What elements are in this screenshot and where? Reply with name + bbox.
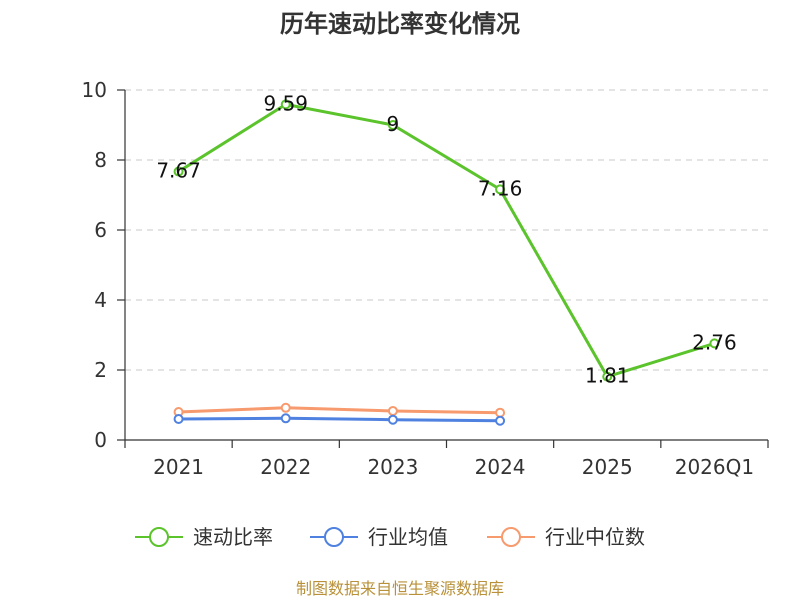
- source-note: 制图数据来自恒生聚源数据库: [296, 579, 504, 598]
- legend-marker: [501, 527, 521, 547]
- axes: 0 2 4 6 8 10 2021 2022 2023 2024 2025 2026Q1: [82, 78, 769, 479]
- data-labels: 7.67 9.59 9 7.16 1.81 2.76: [156, 91, 736, 387]
- data-point: [173, 414, 184, 424]
- x-tick-label: 2024: [475, 455, 526, 479]
- x-tick-label: 2022: [260, 455, 311, 479]
- legend-label: 行业均值: [368, 525, 448, 549]
- legend-item: 行业中位数: [487, 525, 645, 549]
- series-line: [178, 416, 501, 423]
- data-point: [387, 405, 398, 416]
- y-tick-label: 10: [82, 78, 107, 102]
- chart-title: 历年速动比率变化情况: [280, 10, 520, 38]
- y-tick-label: 2: [94, 358, 107, 382]
- data-label: 7.67: [156, 159, 201, 183]
- legend-marker: [149, 527, 169, 547]
- data-point: [709, 338, 720, 349]
- series-layer: [173, 99, 720, 426]
- data-point: [280, 402, 291, 413]
- legend-label: 速动比率: [193, 525, 273, 549]
- legend: 速动比率 行业均值 行业中位数: [135, 525, 645, 549]
- grid-lines: [125, 89, 768, 371]
- data-label: 9.59: [263, 91, 308, 115]
- data-point: [280, 99, 291, 110]
- series-line: [178, 406, 501, 415]
- data-label: 2.76: [692, 330, 737, 354]
- x-tick-label: 2025: [582, 455, 633, 479]
- data-point: [602, 371, 613, 382]
- series-line: [177, 102, 715, 379]
- data-point: [173, 166, 184, 177]
- data-point: [495, 407, 506, 418]
- x-tick-label: 2023: [367, 455, 418, 479]
- y-tick-label: 6: [94, 218, 107, 242]
- y-tick-label: 8: [94, 148, 107, 172]
- x-tick-label: 2021: [153, 455, 204, 479]
- y-tick-label: 4: [94, 288, 107, 312]
- data-label: 7.16: [478, 176, 523, 200]
- data-point: [495, 184, 506, 195]
- y-tick-label: 0: [94, 428, 107, 452]
- legend-item: 速动比率: [135, 525, 273, 549]
- legend-marker: [324, 527, 344, 547]
- data-point: [280, 413, 291, 424]
- data-label: 1.81: [585, 364, 630, 388]
- data-point: [495, 415, 506, 426]
- x-tick-label: 2026Q1: [675, 455, 754, 479]
- data-point: [387, 120, 398, 130]
- data-point: [387, 414, 398, 425]
- data-label: 9: [387, 112, 400, 136]
- legend-item: 行业均值: [310, 525, 448, 549]
- legend-label: 行业中位数: [545, 525, 645, 549]
